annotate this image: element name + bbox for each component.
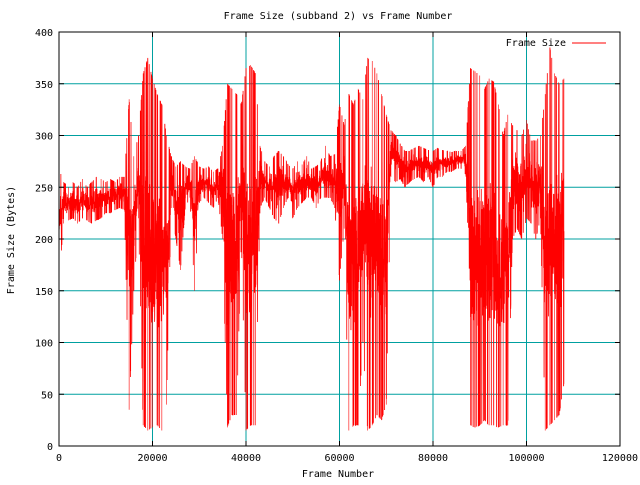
y-tick-label: 0 <box>47 442 53 453</box>
y-tick-label: 300 <box>35 132 53 143</box>
plot-area <box>58 47 565 431</box>
x-tick-label: 20000 <box>137 453 167 464</box>
y-tick-label: 50 <box>41 390 53 401</box>
y-tick-label: 100 <box>35 339 53 350</box>
y-tick-label: 200 <box>35 235 53 246</box>
legend-label: Frame Size <box>506 38 566 49</box>
chart-title: Frame Size (subband 2) vs Frame Number <box>224 11 453 22</box>
x-tick-label: 60000 <box>324 453 354 464</box>
x-tick-label: 120000 <box>602 453 638 464</box>
x-tick-label: 80000 <box>418 453 448 464</box>
x-tick-label: 40000 <box>231 453 261 464</box>
x-tick-label: 0 <box>56 453 62 464</box>
axes: 0 50 100 150 200 250 300 350 400 0 20000 40000 60000… <box>35 28 638 464</box>
y-axis-label: Frame Size (Bytes) <box>6 186 17 294</box>
x-axis-label: Frame Number <box>302 469 374 480</box>
y-tick-label: 350 <box>35 80 53 91</box>
y-tick-label: 150 <box>35 287 53 298</box>
x-tick-label: 100000 <box>508 453 544 464</box>
legend: Frame Size <box>506 38 606 49</box>
y-tick-label: 250 <box>35 183 53 194</box>
y-tick-label: 400 <box>35 28 53 39</box>
